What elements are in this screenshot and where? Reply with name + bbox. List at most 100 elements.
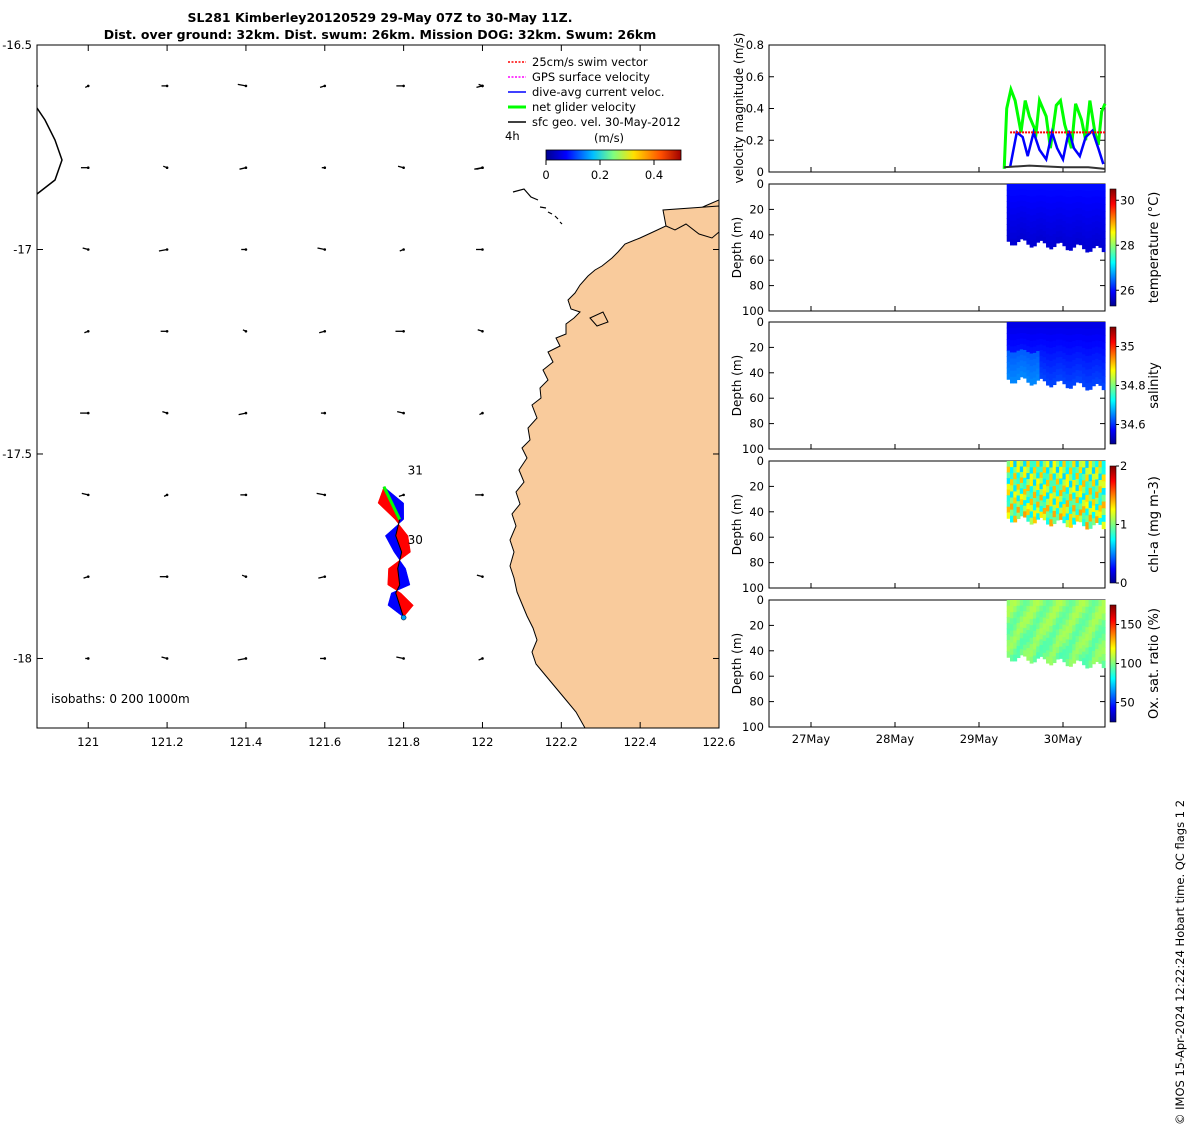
section-cell	[1052, 467, 1057, 475]
section-cell	[1013, 352, 1018, 360]
section-cell	[1059, 327, 1064, 335]
section-cell	[1029, 631, 1034, 639]
section-cell	[1078, 491, 1083, 498]
section-cell	[1062, 184, 1067, 191]
section-cell	[1078, 220, 1083, 228]
section-cell	[1046, 492, 1050, 500]
section-cell	[1013, 654, 1018, 662]
section-cell	[1029, 190, 1034, 198]
section-cell	[1068, 487, 1073, 495]
section-cell	[1032, 352, 1037, 360]
section-cell	[1072, 467, 1077, 475]
section-cell	[1095, 649, 1100, 656]
section-cell	[1046, 612, 1050, 620]
section-cell	[1042, 351, 1047, 358]
section-colorbar	[1109, 604, 1117, 723]
section-cell	[1036, 224, 1041, 232]
section-cell	[1013, 376, 1018, 384]
section-cell	[1078, 624, 1083, 631]
section-cell	[1023, 200, 1027, 207]
section-cell	[1006, 483, 1011, 491]
section-cell	[1026, 606, 1031, 613]
section-cell	[1052, 504, 1057, 512]
section-cell	[1046, 221, 1050, 229]
section-cell	[1029, 606, 1034, 614]
section-cell	[1049, 506, 1054, 514]
section-cell	[1095, 491, 1100, 499]
geo-velocity-arrowhead	[481, 493, 484, 497]
section-cell	[1098, 340, 1103, 348]
map-ytick-label: -17.5	[2, 447, 32, 461]
section-cell	[1006, 600, 1011, 607]
section-cell	[1046, 322, 1050, 329]
section-cell	[1082, 341, 1086, 349]
section-cell	[1016, 634, 1021, 641]
section-cell	[1098, 372, 1103, 380]
section-cell	[1088, 521, 1093, 529]
section-cell	[1006, 506, 1011, 514]
section-cell	[1049, 216, 1054, 224]
section-cell	[1049, 341, 1054, 349]
section-cell	[1042, 461, 1047, 468]
section-cell	[1026, 328, 1031, 335]
section-cell	[1036, 345, 1041, 352]
section-cell	[1068, 328, 1073, 336]
section-cell	[1016, 466, 1021, 474]
geo-velocity-arrowhead	[323, 84, 327, 88]
section-cell	[1101, 190, 1106, 199]
section-cell	[1098, 498, 1103, 506]
section-cell	[1023, 333, 1027, 340]
section-cell	[1019, 627, 1024, 634]
section-cell	[1009, 461, 1014, 468]
section-cell	[1036, 605, 1041, 613]
section-cell	[1019, 205, 1024, 212]
section-cell	[1029, 215, 1034, 223]
section-cell	[1019, 605, 1024, 612]
section-cell	[1042, 490, 1047, 497]
section-cell	[1078, 515, 1083, 523]
section-cell	[1029, 228, 1034, 235]
section-cell	[1065, 223, 1070, 231]
section-cell	[1072, 334, 1077, 342]
section-cell	[1023, 228, 1027, 235]
section-cell	[1055, 641, 1060, 648]
section-cell	[1062, 504, 1067, 511]
section-cell	[1023, 505, 1027, 512]
section-cell	[1016, 350, 1021, 358]
section-cell	[1009, 509, 1014, 517]
section-cell	[1023, 338, 1027, 345]
section-cell	[1059, 495, 1064, 503]
section-cell	[1101, 204, 1106, 212]
section-cell	[1009, 515, 1014, 523]
section-cell	[1095, 612, 1100, 620]
section-cell	[1078, 509, 1083, 517]
section-cell	[1082, 229, 1086, 237]
section-cell	[1091, 619, 1096, 627]
geo-velocity-arrowhead	[165, 166, 169, 169]
section-cell	[1095, 516, 1100, 523]
section-cell	[1049, 606, 1054, 614]
section-cell	[1013, 479, 1018, 486]
section-cell	[1049, 651, 1054, 659]
section-cell	[1059, 351, 1064, 358]
section-cell	[1075, 629, 1080, 637]
section-cell	[1032, 510, 1037, 518]
section-cell	[1019, 189, 1024, 196]
section-cell	[1098, 631, 1103, 639]
geo-velocity-arrowhead	[86, 493, 90, 497]
section-cell	[1016, 478, 1021, 485]
section-cell	[1009, 642, 1014, 650]
section-cell	[1016, 501, 1021, 508]
section-cell	[1082, 190, 1086, 198]
section-cell	[1026, 479, 1031, 486]
section-cell	[1029, 498, 1034, 506]
geo-velocity-arrowhead	[165, 329, 169, 333]
section-cell	[1065, 229, 1070, 238]
geo-velocity-arrowhead	[244, 329, 248, 333]
section-cell	[1052, 656, 1057, 664]
section-cell	[1006, 645, 1011, 653]
section-cell	[1013, 642, 1018, 650]
section-cell	[1055, 195, 1060, 203]
section-cell	[1088, 244, 1093, 252]
section-cell	[1049, 519, 1054, 527]
